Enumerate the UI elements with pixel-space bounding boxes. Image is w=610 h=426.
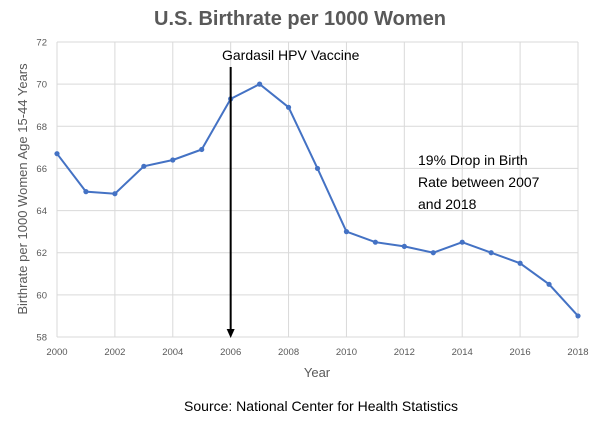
x-axis-ticks: 2000 2002 2004 2006 2008 2010 2012 2014 2016 2018 [46, 347, 588, 358]
x-tick-label: 2006 [220, 347, 241, 358]
data-point [112, 191, 118, 197]
birthrate-series-points [54, 81, 581, 319]
x-tick-label: 2012 [394, 347, 415, 358]
data-point [170, 157, 176, 163]
y-axis-ticks: 58 60 62 64 66 68 70 72 [36, 38, 47, 344]
x-tick-label: 2018 [567, 347, 588, 358]
chart-title: U.S. Birthrate per 1000 Women [154, 8, 446, 30]
vaccine-marker [226, 67, 235, 338]
vaccine-marker-arrowhead [226, 329, 235, 338]
data-point [141, 163, 147, 169]
x-tick-label: 2016 [510, 347, 531, 358]
x-axis-title: Year [304, 365, 331, 380]
data-point [343, 229, 350, 235]
x-tick-label: 2008 [278, 347, 299, 358]
x-tick-label: 2002 [104, 347, 125, 358]
drop-annotation-line: 19% Drop in Birth [418, 152, 528, 168]
data-point [575, 313, 581, 319]
data-point [372, 239, 378, 245]
y-axis-title: Birthrate per 1000 Women Age 15-44 Years [15, 63, 30, 315]
data-point [488, 250, 494, 256]
data-point [285, 104, 292, 110]
birthrate-series-line [56, 82, 579, 317]
data-point [199, 146, 205, 153]
x-tick-label: 2010 [336, 347, 357, 358]
data-point [83, 189, 89, 195]
y-tick-label: 58 [36, 333, 47, 344]
y-tick-label: 72 [36, 38, 47, 49]
data-point [257, 81, 263, 87]
vaccine-marker-label: Gardasil HPV Vaccine [222, 47, 360, 63]
data-point [546, 281, 552, 287]
data-point [459, 239, 465, 245]
drop-annotation: 19% Drop in Birth Rate between 2007 and 20… [418, 152, 540, 212]
data-point [401, 243, 407, 249]
y-tick-label: 68 [36, 122, 47, 133]
data-point [54, 151, 60, 157]
data-point [430, 250, 436, 256]
y-tick-label: 64 [36, 206, 47, 217]
y-tick-label: 62 [36, 248, 47, 259]
source-note: Source: National Center for Health Stati… [184, 398, 458, 414]
y-tick-label: 70 [36, 80, 47, 91]
y-tick-label: 60 [36, 290, 47, 301]
x-tick-label: 2000 [46, 347, 67, 358]
drop-annotation-line: and 2018 [418, 196, 477, 212]
drop-annotation-line: Rate between 2007 [418, 174, 540, 190]
data-point [314, 165, 321, 172]
y-tick-label: 66 [36, 164, 47, 175]
x-tick-label: 2004 [162, 347, 183, 358]
data-point [517, 260, 523, 266]
x-tick-label: 2014 [452, 347, 473, 358]
